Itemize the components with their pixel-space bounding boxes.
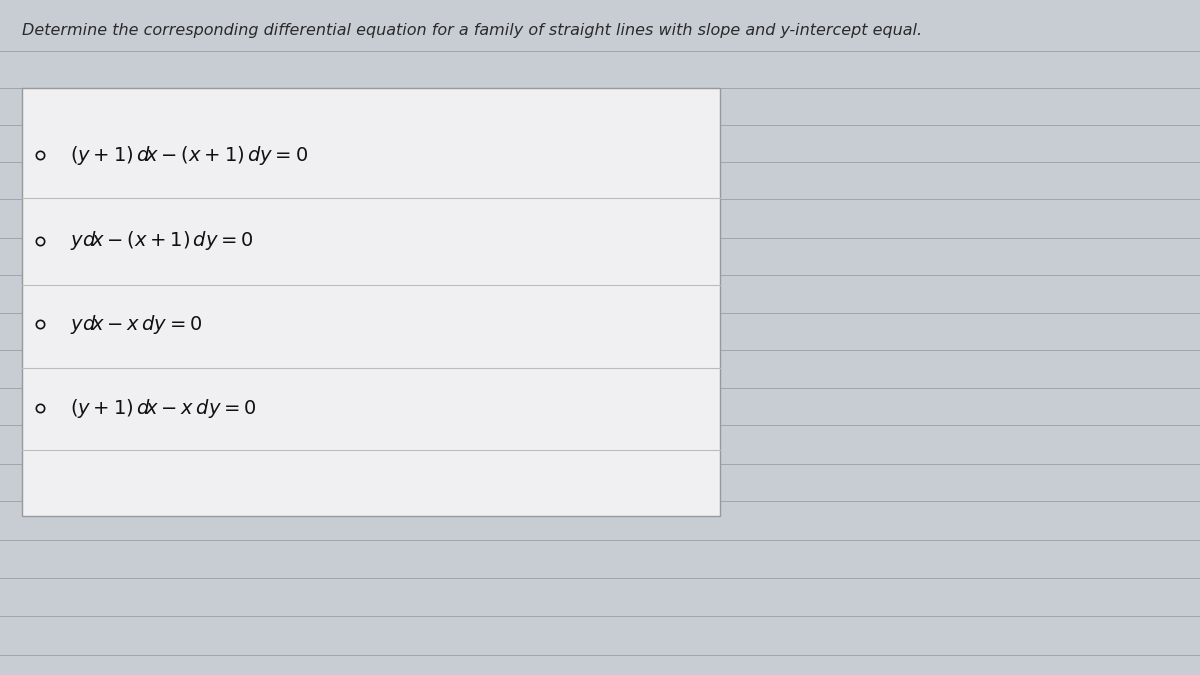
Text: $yd\!x - x\,dy = 0$: $yd\!x - x\,dy = 0$ [70, 313, 202, 335]
Text: Determine the corresponding differential equation for a family of straight lines: Determine the corresponding differential… [22, 23, 922, 38]
Text: $(y + 1)\,d\!x - x\,dy = 0$: $(y + 1)\,d\!x - x\,dy = 0$ [70, 397, 256, 420]
Text: $yd\!x - (x + 1)\,dy = 0$: $yd\!x - (x + 1)\,dy = 0$ [70, 230, 253, 252]
FancyBboxPatch shape [22, 88, 720, 516]
Text: $(y + 1)\,d\!x - (x + 1)\,dy = 0$: $(y + 1)\,d\!x - (x + 1)\,dy = 0$ [70, 144, 307, 167]
